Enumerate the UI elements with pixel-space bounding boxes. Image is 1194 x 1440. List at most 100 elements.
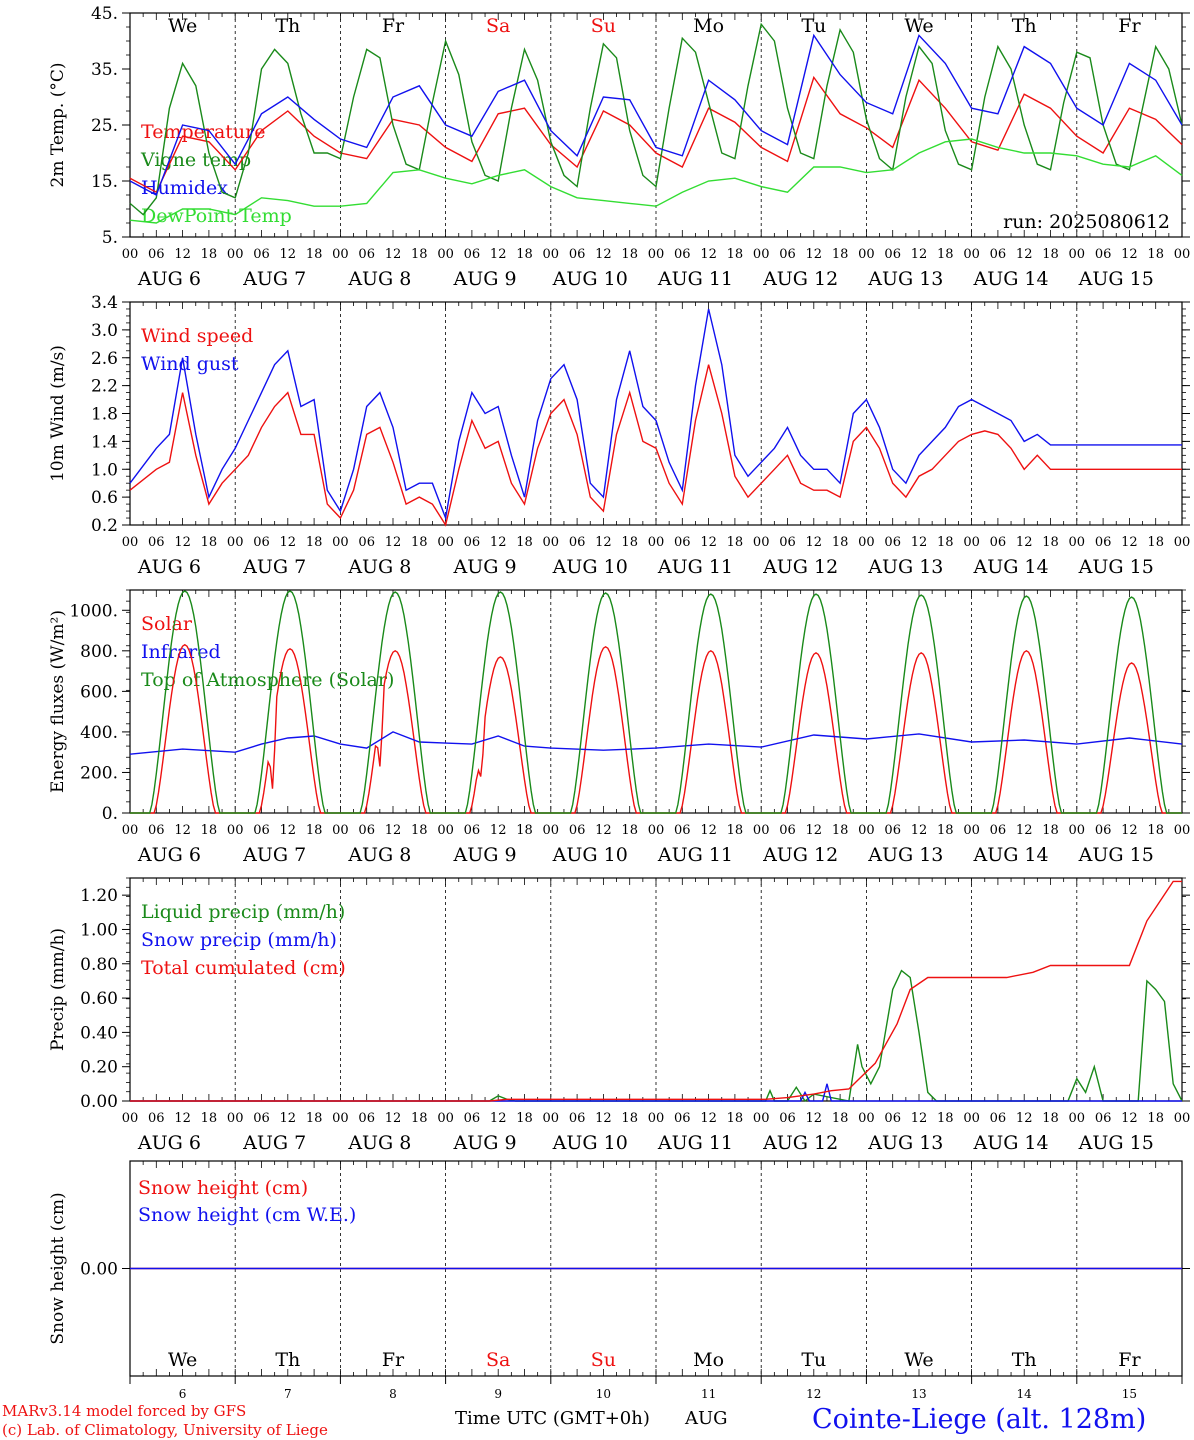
y-axis-label: Precip (mm/h) [48, 928, 68, 1051]
hour-tick-label: 12 [174, 247, 191, 262]
model-credit: MARv3.14 model forced by GFS [2, 1402, 246, 1420]
day-number-label: 6 [179, 1387, 187, 1401]
hour-tick-label: 06 [674, 247, 691, 262]
hour-tick-label: 18 [937, 823, 954, 838]
hour-tick-label: 00 [437, 247, 454, 262]
plot-frame [129, 589, 1183, 814]
y-tick-label: 0.00 [80, 1092, 118, 1112]
hour-tick-label: 12 [1016, 1111, 1033, 1126]
date-label: AUG 14 [972, 844, 1048, 866]
weekday-label: Th [1012, 1349, 1037, 1371]
weekday-label: We [904, 15, 933, 37]
date-label: AUG 15 [1078, 556, 1154, 578]
hour-tick-label: 12 [1016, 247, 1033, 262]
series-line [129, 731, 1183, 755]
hour-tick-label: 12 [174, 535, 191, 550]
hour-tick-label: 18 [832, 535, 849, 550]
date-label: AUG 7 [242, 1132, 306, 1154]
date-label: AUG 11 [657, 268, 733, 290]
hour-tick-label: 12 [174, 823, 191, 838]
date-label: AUG 7 [242, 556, 306, 578]
legend-entry: Wind gust [141, 353, 239, 375]
panel-3: 0. 200. 400. 600. 800. 1000.Energy fluxes (W/… [48, 589, 1191, 866]
hour-tick-label: 06 [358, 247, 375, 262]
date-label: AUG 9 [453, 844, 517, 866]
y-tick-label: 0.6 [91, 488, 118, 508]
hour-tick-label: 12 [280, 1111, 297, 1126]
date-label: AUG 8 [347, 1132, 411, 1154]
hour-tick-label: 12 [806, 1111, 823, 1126]
date-label: AUG 12 [762, 556, 838, 578]
y-tick-label: 2.2 [91, 377, 118, 397]
hour-tick-label: 12 [490, 535, 507, 550]
hour-tick-label: 00 [543, 247, 560, 262]
date-label: AUG 8 [347, 556, 411, 578]
hour-tick-label: 18 [621, 823, 638, 838]
hour-tick-label: 06 [358, 1111, 375, 1126]
month-label: AUG [684, 1408, 728, 1429]
weekday-label: We [904, 1349, 933, 1371]
hour-tick-label: 12 [911, 1111, 928, 1126]
day-number-label: 10 [596, 1387, 611, 1401]
hour-tick-label: 18 [1042, 1111, 1059, 1126]
hour-tick-label: 12 [911, 823, 928, 838]
date-label: AUG 11 [657, 844, 733, 866]
hour-tick-label: 12 [1016, 535, 1033, 550]
hour-tick-label: 06 [569, 247, 586, 262]
hour-tick-label: 00 [543, 823, 560, 838]
date-label: AUG 15 [1078, 844, 1154, 866]
hour-tick-label: 00 [543, 535, 560, 550]
date-label: AUG 6 [137, 1132, 201, 1154]
y-axis-label: 2m Temp. (°C) [48, 62, 68, 187]
date-label: AUG 10 [552, 844, 628, 866]
legend-entry: Top of Atmosphere (Solar) [141, 669, 394, 691]
series-line [129, 138, 1183, 224]
hour-tick-label: 12 [595, 823, 612, 838]
hour-tick-label: 00 [1069, 247, 1086, 262]
hour-tick-label: 12 [700, 535, 717, 550]
day-number-label: 12 [806, 1387, 821, 1401]
hour-tick-label: 00 [1069, 535, 1086, 550]
hour-tick-label: 12 [595, 247, 612, 262]
legend-entry: Infrared [141, 641, 221, 663]
panel-4: 0.00 0.20 0.40 0.60 0.80 1.00 1.20 Precip (mm/h… [48, 877, 1190, 1154]
hour-tick-label: 18 [516, 823, 533, 838]
hour-tick-label: 18 [1147, 247, 1164, 262]
hour-tick-label: 18 [621, 535, 638, 550]
weekday-label: We [168, 15, 197, 37]
hour-tick-label: 00 [1174, 823, 1191, 838]
date-label: AUG 13 [867, 556, 943, 578]
hour-tick-label: 00 [227, 247, 244, 262]
hour-tick-label: 12 [700, 247, 717, 262]
date-label: AUG 9 [453, 268, 517, 290]
y-tick-label: 800. [80, 642, 118, 662]
hour-tick-label: 12 [280, 535, 297, 550]
hour-tick-label: 18 [727, 535, 744, 550]
date-label: AUG 8 [347, 268, 411, 290]
y-tick-label: 35. [91, 60, 118, 80]
hour-tick-label: 18 [306, 823, 323, 838]
hour-tick-label: 00 [753, 247, 770, 262]
weekday-label: Su [591, 15, 616, 37]
hour-tick-label: 00 [122, 823, 139, 838]
hour-tick-label: 18 [516, 535, 533, 550]
hour-tick-label: 18 [1147, 823, 1164, 838]
weekday-label: Fr [1118, 15, 1141, 37]
hour-tick-label: 18 [516, 1111, 533, 1126]
weekday-label: Sa [486, 15, 510, 37]
y-tick-label: 1.00 [80, 920, 118, 940]
date-label: AUG 13 [867, 268, 943, 290]
hour-tick-label: 12 [806, 247, 823, 262]
y-tick-label: 15. [91, 172, 118, 192]
hour-tick-label: 18 [201, 823, 218, 838]
hour-tick-label: 06 [779, 1111, 796, 1126]
hour-tick-label: 06 [569, 823, 586, 838]
hour-tick-label: 00 [963, 535, 980, 550]
date-label: AUG 11 [657, 556, 733, 578]
date-label: AUG 7 [242, 268, 306, 290]
legend-entry: Total cumulated (cm) [141, 957, 346, 979]
hour-tick-label: 18 [306, 247, 323, 262]
series-line [130, 880, 1182, 1102]
hour-tick-label: 18 [937, 247, 954, 262]
y-tick-label: 1.20 [80, 886, 118, 906]
